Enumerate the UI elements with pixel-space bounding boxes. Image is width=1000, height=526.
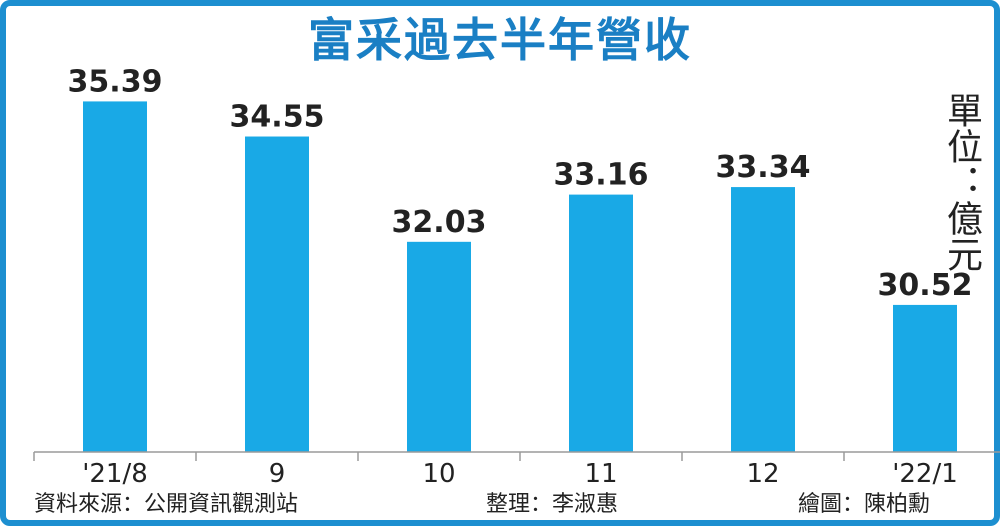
source-note: 資料來源：公開資訊觀測站	[34, 492, 299, 517]
artist-note: 繪圖：陳柏勳	[798, 492, 931, 517]
value-labels-group: 35.39 34.55 32.03 33.16 33.34 30.52	[68, 64, 973, 302]
bar-2	[407, 241, 471, 452]
bars-group	[83, 101, 957, 453]
editor-note: 整理：李淑惠	[486, 492, 619, 517]
bar-4	[731, 187, 795, 453]
bar-value-label-5: 30.52	[878, 268, 973, 303]
tick-labels-group: '21/8 9 10 11 12 '22/1	[82, 459, 958, 489]
bar-3	[569, 194, 633, 452]
tick-marks-group	[33, 452, 845, 461]
chart-title: 富采過去半年營收	[308, 13, 692, 67]
x-tick-label-3: 11	[584, 459, 617, 489]
x-tick-label-5: '22/1	[892, 459, 958, 489]
bar-value-label-2: 32.03	[392, 205, 487, 240]
x-tick-label-1: 9	[269, 459, 286, 489]
x-tick-label-4: 12	[746, 459, 779, 489]
bar-value-label-4: 33.34	[716, 150, 811, 185]
bar-value-label-3: 33.16	[554, 158, 649, 193]
unit-label: 單位：億元	[941, 92, 982, 272]
bar-5	[893, 304, 957, 452]
bar-0	[83, 101, 147, 453]
bar-1	[245, 136, 309, 452]
x-tick-label-0: '21/8	[82, 459, 148, 489]
x-tick-label-2: 10	[422, 459, 455, 489]
bar-value-label-0: 35.39	[68, 64, 163, 99]
bar-value-label-1: 34.55	[230, 100, 325, 135]
